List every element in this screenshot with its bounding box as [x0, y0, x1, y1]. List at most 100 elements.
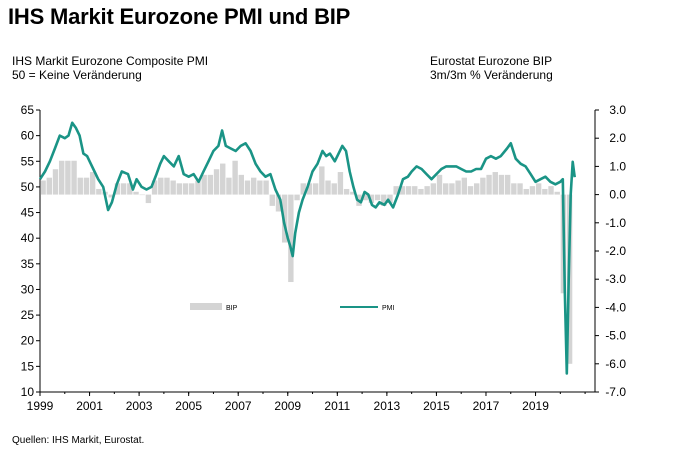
- gdp-bar: [40, 180, 46, 195]
- x-tick-label: 2015: [423, 399, 450, 413]
- gdp-bar: [362, 194, 368, 201]
- gdp-bar: [207, 174, 214, 195]
- left-y-tick-label: 60: [21, 129, 35, 143]
- gdp-bar: [554, 191, 560, 195]
- gdp-bar: [331, 183, 337, 195]
- gdp-bar: [189, 183, 195, 195]
- right-y-tick-label: -2.0: [605, 244, 626, 258]
- gdp-bar: [288, 194, 294, 283]
- left-y-tick-label: 40: [21, 231, 35, 245]
- gdp-bar: [368, 194, 375, 204]
- gdp-bar: [387, 194, 393, 204]
- gdp-bar: [548, 186, 554, 195]
- left-subtitle-line-2: 50 = Keine Veränderung: [12, 68, 142, 82]
- gdp-bar: [381, 194, 387, 206]
- left-y-tick-label: 65: [21, 103, 35, 117]
- left-y-tick-label: 15: [21, 359, 35, 373]
- gdp-bar: [133, 191, 139, 195]
- gdp-bar: [300, 183, 306, 195]
- gdp-bar: [77, 177, 83, 195]
- gdp-bar: [52, 169, 59, 195]
- left-y-tick-label: 30: [21, 282, 35, 296]
- gdp-bar: [449, 183, 455, 195]
- gdp-bar: [337, 172, 344, 195]
- gdp-bar: [424, 186, 430, 195]
- gdp-bar: [393, 186, 399, 195]
- source-note: Quellen: IHS Markit, Eurostat.: [12, 435, 145, 446]
- gdp-bar: [263, 180, 269, 195]
- gdp-bar: [461, 177, 467, 195]
- gdp-bar: [244, 180, 251, 195]
- x-tick-label: 2005: [175, 399, 202, 413]
- right-subtitle-line-2: 3m/3m % Veränderung: [430, 68, 553, 82]
- left-axis-subtitle: IHS Markit Eurozone Composite PMI 50 = K…: [12, 54, 208, 82]
- gdp-bar: [473, 183, 480, 195]
- gdp-bar: [127, 183, 133, 195]
- gdp-bar: [96, 188, 102, 195]
- x-tick-label: 2001: [76, 399, 103, 413]
- gdp-bar: [455, 180, 461, 195]
- gdp-bar: [436, 174, 443, 195]
- gdp-bar: [46, 177, 52, 195]
- right-y-tick-label: -4.0: [605, 300, 626, 314]
- gdp-bar: [430, 183, 437, 195]
- x-tick-label: 2011: [324, 399, 350, 413]
- right-subtitle-line-1: Eurostat Eurozone BIP: [430, 54, 553, 68]
- right-y-tick-label: 0.0: [609, 188, 626, 202]
- gdp-bar: [226, 177, 232, 195]
- gdp-bar: [529, 186, 536, 195]
- right-y-tick-label: -6.0: [605, 357, 626, 371]
- gdp-bar: [542, 188, 548, 195]
- gdp-bar: [201, 174, 207, 195]
- gdp-bar: [108, 194, 114, 198]
- gdp-bar: [517, 183, 523, 195]
- legend-label-bip: BIP: [226, 305, 238, 312]
- right-y-tick-label: -1.0: [605, 216, 626, 230]
- gdp-bar: [535, 183, 542, 195]
- gdp-bar: [467, 186, 474, 195]
- left-y-tick-label: 20: [21, 334, 35, 348]
- gdp-bar: [139, 194, 145, 196]
- gdp-bar: [343, 188, 350, 195]
- gdp-bar: [176, 183, 183, 195]
- gdp-bar: [480, 177, 486, 195]
- gdp-bar: [120, 183, 127, 195]
- gdp-bar: [164, 177, 170, 195]
- chart-title: IHS Markit Eurozone PMI und BIP: [8, 4, 351, 29]
- gdp-bar: [158, 177, 164, 195]
- gdp-bar: [182, 183, 189, 195]
- right-axis-subtitle: Eurostat Eurozone BIP 3m/3m % Veränderun…: [430, 54, 553, 82]
- gdp-bar: [486, 174, 492, 195]
- gdp-bar: [195, 180, 201, 195]
- left-y-tick-label: 50: [21, 180, 35, 194]
- left-subtitle-line-1: IHS Markit Eurozone Composite PMI: [12, 54, 209, 68]
- gdp-bar: [405, 186, 412, 195]
- gdp-bar: [65, 160, 71, 195]
- gdp-bar: [71, 160, 77, 195]
- gdp-bar: [114, 183, 121, 195]
- left-y-tick-label: 45: [21, 206, 35, 220]
- gdp-bar: [220, 163, 226, 195]
- gdp-bar: [294, 194, 300, 201]
- gdp-bar: [523, 188, 529, 195]
- right-y-tick-label: 1.0: [609, 159, 626, 173]
- legend-label-pmi: PMI: [382, 305, 395, 312]
- x-tick-label: 1999: [27, 399, 54, 413]
- x-tick-label: 2017: [473, 399, 500, 413]
- gdp-bar: [145, 194, 152, 204]
- gdp-bar: [83, 177, 90, 195]
- gdp-bar: [325, 180, 331, 195]
- right-y-tick-label: -7.0: [605, 385, 626, 399]
- gdp-bar: [213, 169, 220, 195]
- gdp-bar: [412, 186, 418, 195]
- gdp-bar: [238, 174, 245, 195]
- gdp-bar: [319, 166, 325, 195]
- gdp-bar: [350, 191, 356, 195]
- gdp-bar: [504, 174, 511, 195]
- x-tick-label: 2019: [522, 399, 549, 413]
- right-y-tick-label: 2.0: [609, 131, 626, 145]
- x-tick-label: 2007: [225, 399, 252, 413]
- left-y-tick-label: 35: [21, 257, 35, 271]
- gdp-bar: [312, 183, 319, 195]
